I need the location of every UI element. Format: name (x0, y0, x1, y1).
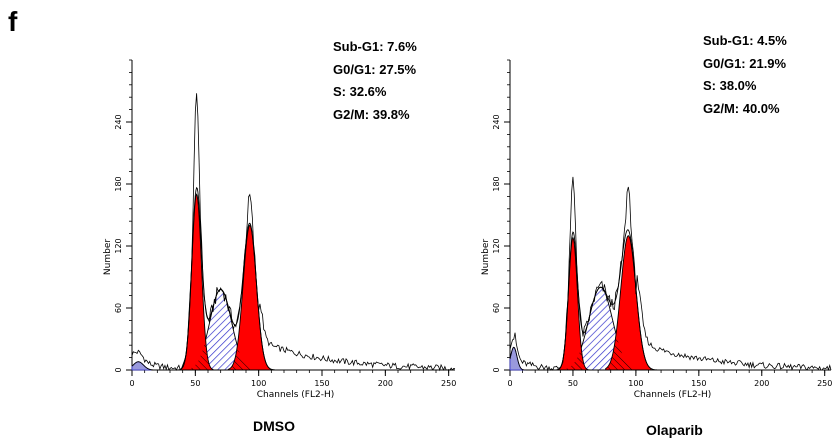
y-tick-label: 120 (492, 238, 501, 253)
olaparib-caption: Olaparib (646, 422, 703, 438)
olaparib-histogram: 0 50 100 150 200 250 0 60 120 180 240 Channels (FL2… (481, 59, 832, 400)
x-tick-label: 150 (314, 379, 329, 388)
x-tick-label: 100 (251, 379, 266, 388)
x-tick-label: 0 (507, 379, 512, 388)
olaparib-g2m-stat: G2/M: 40.0% (703, 100, 780, 116)
dmso-s-stat: S: 32.6% (333, 84, 387, 99)
x-axis-title: Channels (FL2-H) (634, 390, 711, 400)
y-tick-label: 0 (492, 367, 501, 372)
y-tick-label: 180 (114, 176, 123, 191)
x-tick-label: 250 (441, 379, 456, 388)
x-tick-label: 200 (378, 379, 393, 388)
olaparib-s-stat: S: 38.0% (703, 78, 757, 93)
x-tick-label: 100 (628, 379, 643, 388)
panel-label: f (8, 6, 18, 37)
dmso-stats: Sub-G1: 7.6% G0/G1: 27.5% S: 32.6% G2/M:… (333, 36, 417, 126)
dmso-g2m-stat: G2/M: 39.8% (333, 106, 410, 122)
dmso-caption: DMSO (253, 418, 295, 434)
raw-histogram (509, 176, 832, 372)
x-tick-label: 0 (129, 379, 134, 388)
x-tick-label: 200 (754, 379, 769, 388)
x-axis-title: Channels (FL2-H) (257, 390, 334, 400)
x-tick-label: 50 (190, 379, 200, 388)
dmso-histogram: 0 50 100 150 200 250 0 60 120 180 240 Channels (FL2… (103, 59, 456, 400)
s-overlap-hatch (560, 335, 643, 370)
y-tick-label: 60 (492, 303, 501, 313)
raw-histogram (131, 93, 456, 372)
y-axis-title: Number (103, 239, 113, 275)
x-tick-label: 50 (568, 379, 578, 388)
x-tick-label: 250 (817, 379, 832, 388)
y-tick-label: 60 (114, 303, 123, 313)
model-envelope (509, 229, 674, 371)
dmso-subg1-stat: Sub-G1: 7.6% (333, 39, 417, 54)
y-axis-title: Number (481, 239, 491, 275)
y-tick-label: 240 (492, 114, 501, 129)
y-tick-label: 180 (492, 176, 501, 191)
olaparib-stats: Sub-G1: 4.5% G0/G1: 21.9% S: 38.0% G2/M:… (703, 30, 787, 120)
s-overlap-hatch (182, 340, 265, 370)
dmso-g0g1-stat: G0/G1: 27.5% (333, 61, 417, 77)
x-tick-label: 150 (691, 379, 706, 388)
y-tick-label: 0 (114, 367, 123, 372)
y-tick-label: 120 (114, 238, 123, 253)
olaparib-subg1-stat: Sub-G1: 4.5% (703, 33, 787, 48)
olaparib-g0g1-stat: G0/G1: 21.9% (703, 55, 787, 71)
y-tick-label: 240 (114, 114, 123, 129)
